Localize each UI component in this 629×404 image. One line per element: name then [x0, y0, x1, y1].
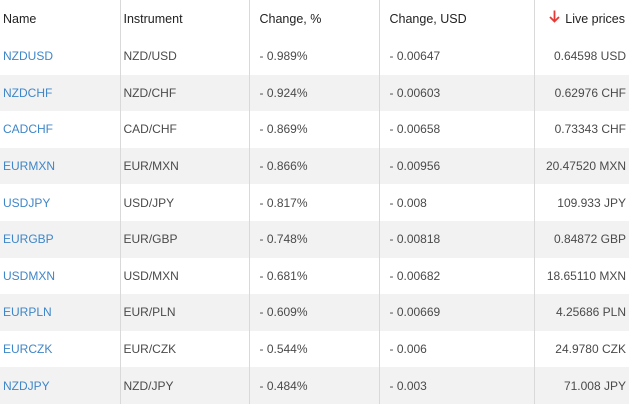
table-row: NZDCHF NZD/CHF - 0.924% - 0.00603 0.6297… [0, 74, 629, 112]
change-percent-cell: - 0.924% [248, 74, 379, 112]
column-header-instrument[interactable]: Instrument [119, 0, 249, 38]
name-cell: NZDJPY [0, 367, 120, 404]
change-usd-cell: - 0.00682 [378, 257, 534, 295]
table-header-row: Name Instrument Change, % Change, USD Li… [0, 0, 629, 38]
table-row: USDJPY USD/JPY - 0.817% - 0.008 109.933 … [0, 184, 629, 221]
column-header-change-percent-label: Change, % [259, 12, 322, 26]
instrument-link[interactable]: EURCZK [3, 342, 53, 357]
column-header-change-usd[interactable]: Change, USD [378, 0, 534, 38]
live-price-cell: 71.008 JPY [533, 367, 629, 404]
instrument-cell: EUR/CZK [119, 330, 249, 368]
instrument-link[interactable]: EURMXN [3, 159, 56, 174]
change-usd-cell: - 0.008 [378, 184, 534, 221]
instrument-link[interactable]: EURGBP [3, 232, 54, 247]
instrument-link[interactable]: NZDJPY [3, 378, 50, 393]
change-usd-cell: - 0.00647 [378, 38, 534, 75]
live-price-cell: 18.65110 MXN [533, 257, 629, 295]
live-price-cell: 20.47520 MXN [533, 147, 629, 185]
name-cell: CADCHF [0, 111, 120, 148]
name-cell: EURGBP [0, 220, 120, 258]
table-body: NZDUSD NZD/USD - 0.989% - 0.00647 0.6459… [0, 38, 629, 404]
change-percent-cell: - 0.609% [248, 294, 379, 331]
column-header-name-label: Name [3, 12, 37, 26]
change-percent-cell: - 0.544% [248, 330, 379, 368]
column-header-live-prices-label: Live prices [565, 11, 625, 26]
change-usd-cell: - 0.006 [378, 330, 534, 368]
column-header-name[interactable]: Name [0, 0, 120, 38]
change-percent-cell: - 0.989% [248, 38, 379, 75]
change-usd-cell: - 0.00603 [378, 74, 534, 112]
instrument-cell: EUR/GBP [119, 220, 249, 258]
change-usd-cell: - 0.00658 [378, 111, 534, 148]
instrument-cell: NZD/JPY [119, 367, 249, 404]
instrument-link[interactable]: USDJPY [3, 195, 51, 210]
change-usd-cell: - 0.00818 [378, 220, 534, 258]
name-cell: NZDUSD [0, 38, 120, 75]
instrument-cell: EUR/MXN [119, 147, 249, 185]
change-usd-cell: - 0.00956 [378, 147, 534, 185]
name-cell: NZDCHF [0, 74, 120, 112]
table-row: EURPLN EUR/PLN - 0.609% - 0.00669 4.2568… [0, 294, 629, 331]
instrument-link[interactable]: EURPLN [3, 305, 52, 320]
instrument-cell: USD/MXN [119, 257, 249, 295]
change-percent-cell: - 0.817% [248, 184, 379, 221]
instrument-link[interactable]: USDMXN [3, 268, 56, 283]
column-header-instrument-label: Instrument [123, 12, 183, 26]
live-price-cell: 24.9780 CZK [533, 330, 629, 368]
column-header-change-percent[interactable]: Change, % [248, 0, 379, 38]
table-row: NZDUSD NZD/USD - 0.989% - 0.00647 0.6459… [0, 38, 629, 75]
table-row: CADCHF CAD/CHF - 0.869% - 0.00658 0.7334… [0, 111, 629, 148]
change-percent-cell: - 0.681% [248, 257, 379, 295]
instrument-cell: NZD/USD [119, 38, 249, 75]
change-percent-cell: - 0.748% [248, 220, 379, 258]
column-header-change-usd-label: Change, USD [389, 12, 467, 26]
table-row: EURCZK EUR/CZK - 0.544% - 0.006 24.9780 … [0, 330, 629, 368]
change-usd-cell: - 0.003 [378, 367, 534, 404]
live-price-cell: 0.73343 CHF [533, 111, 629, 148]
live-price-cell: 4.25686 PLN [533, 294, 629, 331]
table-row: USDMXN USD/MXN - 0.681% - 0.00682 18.651… [0, 257, 629, 295]
change-percent-cell: - 0.869% [248, 111, 379, 148]
instrument-cell: EUR/PLN [119, 294, 249, 331]
name-cell: USDJPY [0, 184, 120, 221]
live-price-cell: 109.933 JPY [533, 184, 629, 221]
table-row: EURMXN EUR/MXN - 0.866% - 0.00956 20.475… [0, 147, 629, 185]
table-row: NZDJPY NZD/JPY - 0.484% - 0.003 71.008 J… [0, 367, 629, 404]
table-row: EURGBP EUR/GBP - 0.748% - 0.00818 0.8487… [0, 220, 629, 258]
column-header-live-prices[interactable]: Live prices [533, 0, 629, 38]
arrow-down-icon [549, 10, 560, 26]
instrument-link[interactable]: NZDUSD [3, 49, 53, 64]
live-price-cell: 0.62976 CHF [533, 74, 629, 112]
instrument-link[interactable]: CADCHF [3, 122, 53, 137]
name-cell: EURCZK [0, 330, 120, 368]
live-price-cell: 0.84872 GBP [533, 220, 629, 258]
change-usd-cell: - 0.00669 [378, 294, 534, 331]
instrument-cell: USD/JPY [119, 184, 249, 221]
instrument-link[interactable]: NZDCHF [3, 85, 53, 100]
name-cell: EURMXN [0, 147, 120, 185]
live-price-cell: 0.64598 USD [533, 38, 629, 75]
change-percent-cell: - 0.484% [248, 367, 379, 404]
instrument-cell: NZD/CHF [119, 74, 249, 112]
instrument-cell: CAD/CHF [119, 111, 249, 148]
name-cell: USDMXN [0, 257, 120, 295]
name-cell: EURPLN [0, 294, 120, 331]
change-percent-cell: - 0.866% [248, 147, 379, 185]
